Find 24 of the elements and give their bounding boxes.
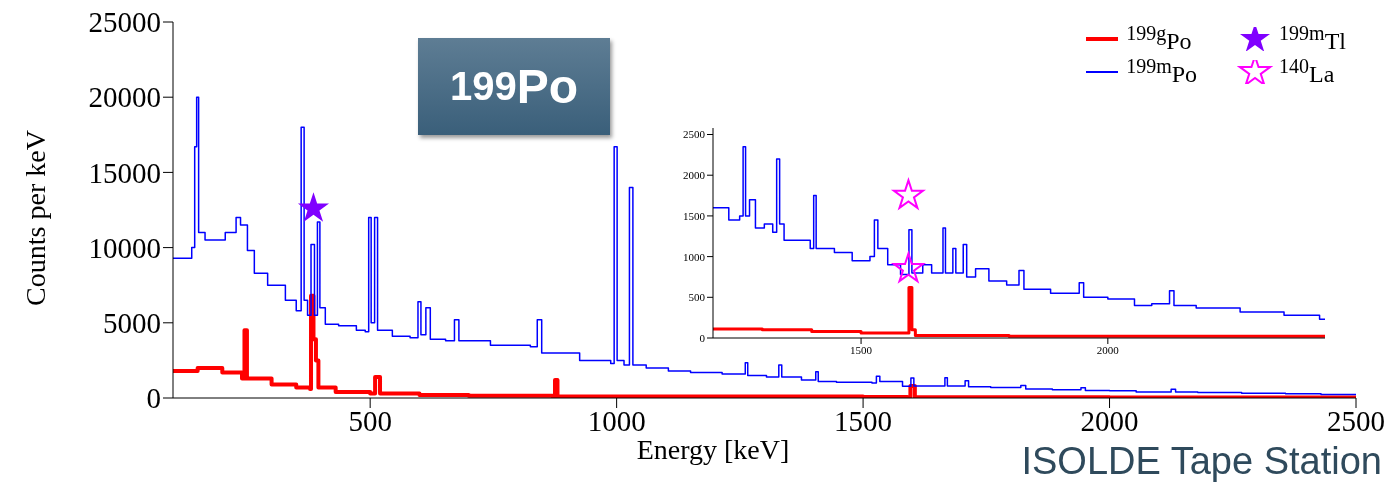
x-tick-label: 500	[348, 404, 392, 437]
y-tick-label: 2000	[683, 169, 706, 182]
x-tick-label: 2000	[1080, 404, 1139, 437]
y-tick-label: 25000	[88, 6, 161, 39]
x-tick-label: 1000	[587, 404, 646, 437]
y-tick-label: 15000	[88, 156, 161, 189]
legend-label: $^{199m}$Tl	[1279, 22, 1346, 55]
y-tick-label: 5000	[103, 307, 161, 340]
x-tick-label: 1500	[834, 404, 893, 437]
y-tick-label: 0	[699, 331, 706, 344]
legend-label: $^{199g}$Po	[1126, 22, 1192, 55]
legend-label: $^{199m}$Po	[1126, 55, 1198, 88]
y-tick-label: 10000	[88, 231, 161, 264]
y-tick-label: 500	[688, 291, 706, 304]
y-tick-label: 1500	[683, 209, 706, 222]
y-tick-label: 0	[146, 382, 161, 415]
legend-label: $^{140}$La	[1279, 55, 1335, 88]
text: ISOLDE Tape Station	[1021, 440, 1382, 483]
y-tick-label: 1000	[683, 250, 706, 263]
x-tick-label: 2500	[1327, 404, 1385, 437]
x-axis-title: Energy [keV]	[636, 434, 790, 466]
y-tick-label: 2500	[683, 128, 706, 141]
y-axis-title: Counts per keV	[20, 130, 52, 306]
y-tick-label: 20000	[88, 81, 161, 114]
